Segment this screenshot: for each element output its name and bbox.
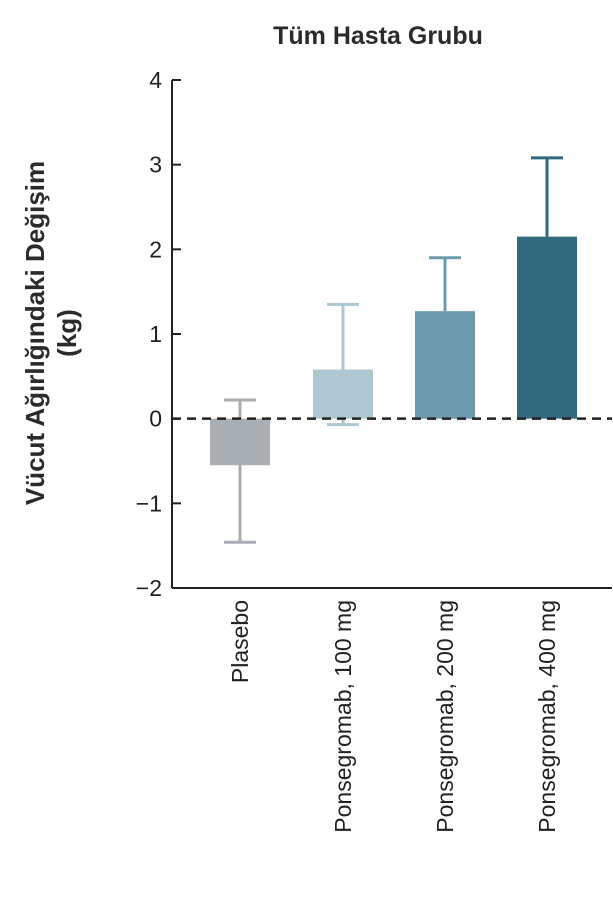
y-axis-label-line-1: Vücut Ağırlığındaki Değişim [20,161,50,505]
plot-area: 4 3 2 1 0 −1 −2 Plasebo Ponsegromab, 100 mg Ponse… [136,67,612,833]
bar [517,236,577,419]
y-tick-label: 3 [149,152,162,178]
x-tick-label: Ponsegromab, 400 mg [534,600,560,833]
y-tick-label: −1 [136,490,162,516]
y-tick-label: 4 [149,67,162,93]
y-tick-label: 2 [149,236,162,262]
y-tick-label: 0 [149,406,162,432]
y-tick-label: 1 [149,321,162,347]
y-axis-label-line-2: (kg) [52,309,82,357]
x-tick-label: Plasebo [227,600,253,683]
y-tick-label: −2 [136,575,162,601]
bar [415,311,475,419]
chart-title: Tüm Hasta Grubu [273,22,483,50]
x-tick-label: Ponsegromab, 200 mg [432,600,458,833]
y-axis-label: Vücut Ağırlığındaki Değişim (kg) [20,161,82,505]
x-tick-label: Ponsegromab, 100 mg [330,600,356,833]
